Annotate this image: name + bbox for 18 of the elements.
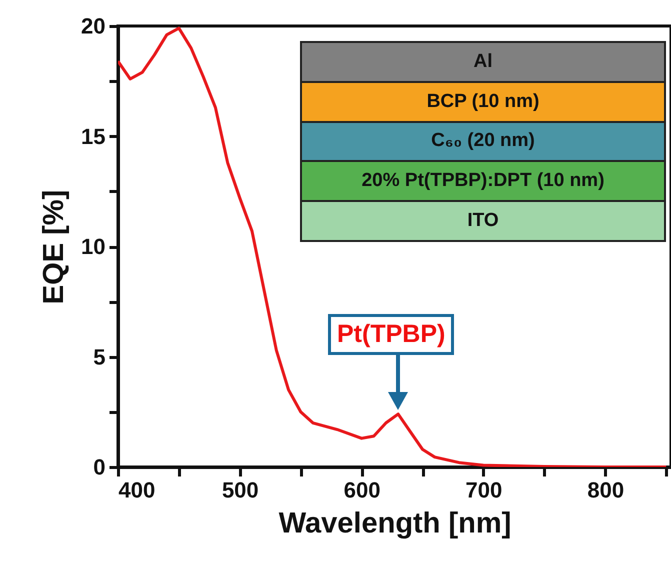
x-tick-label: 700 — [466, 478, 502, 502]
annotation: Pt(TPBP) — [328, 314, 454, 355]
layer-block: BCP (10 nm) — [302, 82, 664, 121]
layer-block: ITO — [302, 202, 664, 240]
layer-block: Al — [302, 43, 664, 81]
x-tick-label: 800 — [587, 478, 624, 502]
x-axis-title: Wavelength [nm] — [278, 508, 512, 540]
y-tick-label: 10 — [81, 234, 106, 259]
y-tick-label: 20 — [81, 14, 106, 38]
x-tick-label: 400 — [118, 478, 156, 502]
y-tick-label: 5 — [93, 344, 106, 370]
y-tick-label: 15 — [81, 124, 106, 149]
x-tick-label: 600 — [344, 478, 380, 502]
layer-block: 20% Pt(TPBP):DPT (10 nm) — [302, 162, 664, 200]
layer-block: C₆₀ (20 nm) — [302, 122, 664, 160]
y-axis-title: EQE [%] — [38, 190, 70, 304]
x-tick-label: 500 — [222, 478, 259, 502]
y-tick-label: 0 — [93, 454, 106, 480]
